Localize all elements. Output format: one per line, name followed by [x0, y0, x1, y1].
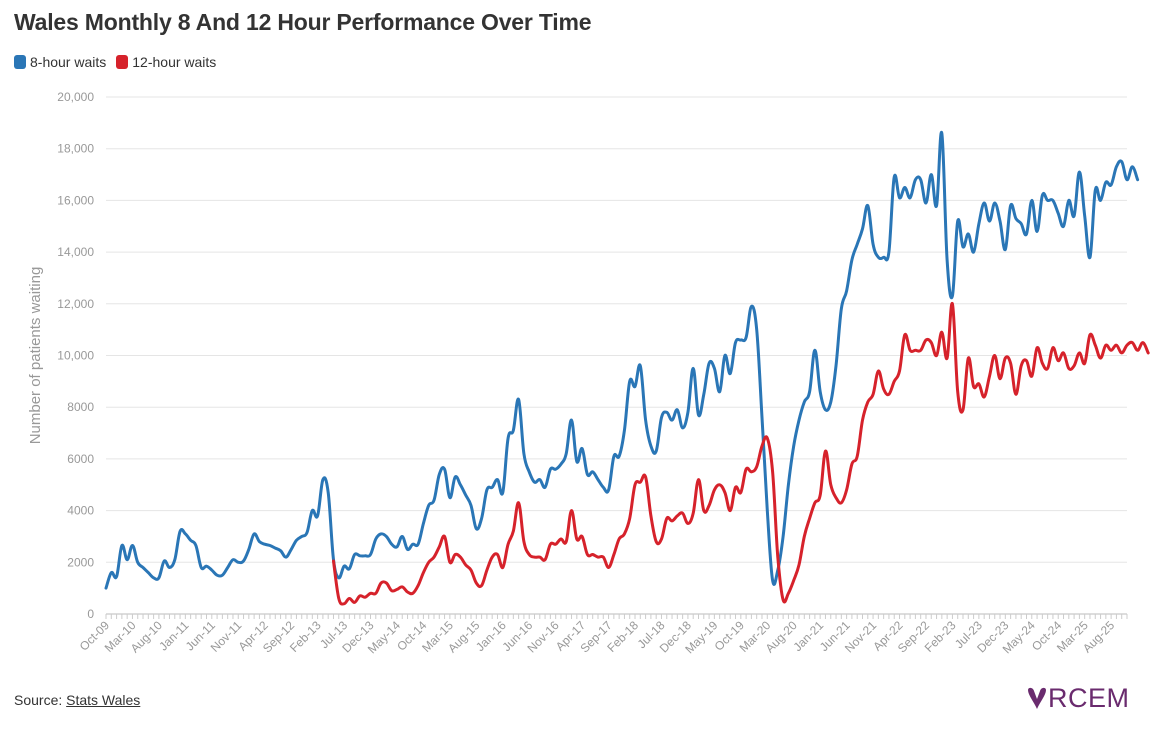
line-chart: 0 2000 4000 6000 8000 10,000 12,000 14,000 16,00…: [27, 90, 1150, 656]
legend-item-12-hour[interactable]: 12-hour waits: [116, 54, 216, 70]
y-tick-label: 0: [87, 607, 94, 621]
legend-label-8-hour: 8-hour waits: [30, 54, 107, 70]
y-tick-label: 10,000: [57, 349, 94, 363]
rcem-logo: RCEM: [1026, 683, 1130, 714]
logo-text: RCEM: [1048, 683, 1130, 713]
legend-swatch-8-hour: [14, 55, 26, 69]
y-axis-ticks: 0 2000 4000 6000 8000 10,000 12,000 14,000 16,00…: [57, 90, 94, 621]
legend-label-12-hour: 12-hour waits: [132, 54, 217, 70]
y-tick-label: 16,000: [57, 193, 94, 207]
y-tick-label: 6000: [67, 452, 94, 466]
y-tick-label: 12,000: [57, 297, 94, 311]
y-tick-label: 8000: [67, 400, 94, 414]
rcem-heart-icon: [1028, 687, 1046, 709]
y-tick-label: 4000: [67, 504, 94, 518]
legend-swatch-12-hour: [116, 55, 129, 69]
y-axis-label: Number of patients waiting: [27, 267, 44, 445]
source-label: Source:: [14, 692, 63, 708]
series-lines: [104, 131, 1150, 606]
source-note: Source: Stats Wales: [14, 692, 140, 708]
y-tick-label: 2000: [67, 555, 94, 569]
source-link[interactable]: Stats Wales: [66, 692, 141, 708]
legend: 8-hour waits 12-hour waits: [14, 54, 226, 70]
y-tick-label: 18,000: [57, 142, 94, 156]
y-tick-label: 14,000: [57, 245, 94, 259]
series-line-12-hour[interactable]: [332, 302, 1150, 606]
legend-item-8-hour[interactable]: 8-hour waits: [14, 54, 106, 70]
x-axis-ticks: Oct-09Mar-10Aug-10Jan-11Jun-11Nov-11Apr-…: [77, 614, 1128, 656]
gridlines: [106, 96, 1127, 615]
chart-title: Wales Monthly 8 And 12 Hour Performance …: [14, 9, 592, 35]
series-line-8-hour[interactable]: [104, 131, 1140, 590]
y-tick-label: 20,000: [57, 90, 94, 104]
